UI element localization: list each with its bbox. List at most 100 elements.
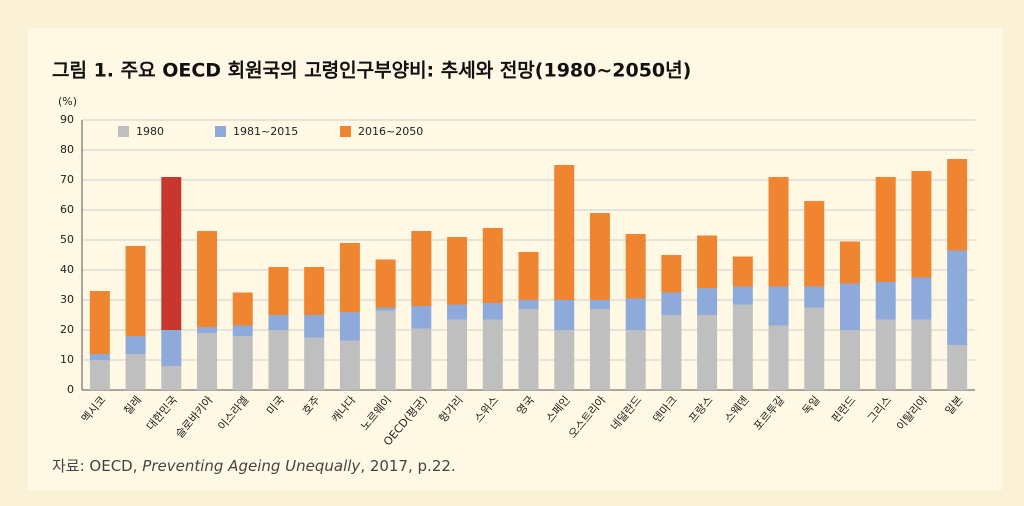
x-tick-label: 덴마크 xyxy=(650,394,679,426)
bar-segment xyxy=(197,231,218,327)
bar-segment xyxy=(339,340,360,390)
bar-segment xyxy=(768,177,789,287)
chart-title: 그림 1. 주요 OECD 회원국의 고령인구부양비: 추세와 전망(1980~… xyxy=(52,60,691,82)
bar-segment xyxy=(554,330,575,390)
x-tick-label: 독일 xyxy=(799,393,823,418)
bar-segment xyxy=(804,201,825,287)
legend-swatch xyxy=(118,126,129,137)
bar-segment xyxy=(661,315,682,390)
legend-swatch xyxy=(340,126,351,137)
bar-segment xyxy=(232,292,253,326)
y-tick-label: 90 xyxy=(60,113,74,126)
bar-segment xyxy=(161,177,182,330)
bar-segment xyxy=(589,309,610,390)
bar-segment xyxy=(947,250,968,345)
y-tick-label: 40 xyxy=(60,263,74,276)
x-tick-label: 프랑스 xyxy=(686,394,715,426)
x-tick-label: 그리스 xyxy=(865,394,894,426)
y-tick-label: 30 xyxy=(60,293,74,306)
bar-segment xyxy=(911,171,932,278)
x-tick-label: 일본 xyxy=(942,393,966,418)
bar-segment xyxy=(375,307,396,311)
bar-segment xyxy=(732,286,753,305)
bar-segment xyxy=(804,286,825,308)
bar-segment xyxy=(518,300,539,309)
bar-segment xyxy=(197,327,218,333)
x-tick-label: 이탈리아 xyxy=(894,394,930,433)
x-tick-label: 미국 xyxy=(264,394,287,418)
x-tick-label: 호주 xyxy=(300,394,323,418)
legend-label: 2016~2050 xyxy=(358,125,423,138)
bar-segment xyxy=(89,291,110,354)
x-tick-label: 스위스 xyxy=(472,394,501,426)
bar-segment xyxy=(875,282,896,320)
bar-segment xyxy=(732,304,753,390)
legend-label: 1981~2015 xyxy=(233,125,298,138)
bar-segment xyxy=(875,177,896,282)
bar-segment xyxy=(839,241,860,284)
x-tick-label: 캐나다 xyxy=(329,394,358,426)
bar-segment xyxy=(482,228,503,303)
bar-segment xyxy=(661,255,682,293)
bar-segment xyxy=(697,315,718,390)
bar-segment xyxy=(268,267,289,315)
y-tick-label: 70 xyxy=(60,173,74,186)
bar-segment xyxy=(411,306,432,329)
x-tick-label: 슬로바키아 xyxy=(173,394,215,441)
y-tick-label: 10 xyxy=(60,353,74,366)
bar-segment xyxy=(161,366,182,390)
source-title: Preventing Ageing Unequally xyxy=(142,457,361,475)
x-tick-label: 이스라엘 xyxy=(215,394,251,433)
x-tick-label: 포르투갈 xyxy=(750,393,787,433)
bar-segment xyxy=(589,213,610,300)
bar-segment xyxy=(625,330,646,390)
x-tick-label: 오스트리아 xyxy=(566,394,608,441)
bar-segment xyxy=(625,298,646,330)
x-tick-label: 스페인 xyxy=(543,394,572,426)
source: 자료: OECD, Preventing Ageing Unequally, 2… xyxy=(52,457,456,475)
x-tick-label: 대한민국 xyxy=(144,394,180,433)
bar-segment xyxy=(268,315,289,330)
bar-segment xyxy=(482,303,503,320)
bar-segment xyxy=(589,300,610,309)
bar-segment xyxy=(554,300,575,330)
bar-segment xyxy=(697,288,718,315)
y-tick-label: 60 xyxy=(60,203,74,216)
y-tick-label: 20 xyxy=(60,323,74,336)
bar-segment xyxy=(232,336,253,390)
bar-segment xyxy=(839,330,860,390)
source-prefix: 자료: OECD, xyxy=(52,457,142,475)
bar-segment xyxy=(625,234,646,299)
x-tick-label: 영국 xyxy=(514,394,537,418)
legend-label: 1980 xyxy=(136,125,164,138)
bar-segment xyxy=(411,231,432,306)
y-axis-label: (%) xyxy=(58,95,77,108)
bar-segment xyxy=(447,319,468,390)
bar-segment xyxy=(518,252,539,300)
x-tick-label: 네덜란드 xyxy=(608,394,644,433)
bar-segment xyxy=(375,259,396,308)
legend-swatch xyxy=(215,126,226,137)
bar-segment xyxy=(125,354,146,390)
x-tick-label: 스웨덴 xyxy=(722,394,751,426)
bar-segment xyxy=(697,235,718,288)
bar-segment xyxy=(768,286,789,326)
y-tick-label: 0 xyxy=(67,383,74,396)
x-tick-label: 칠레 xyxy=(121,394,144,418)
y-tick-label: 50 xyxy=(60,233,74,246)
bar-segment xyxy=(411,328,432,390)
bar-segment xyxy=(197,333,218,390)
bar-segment xyxy=(875,319,896,390)
bar-segment xyxy=(732,256,753,287)
bar-segment xyxy=(304,315,325,338)
bar-segment xyxy=(339,243,360,312)
bar-segment xyxy=(447,237,468,305)
y-tick-label: 80 xyxy=(60,143,74,156)
bar-segment xyxy=(89,360,110,390)
x-tick-label: 헝가리 xyxy=(436,394,465,426)
x-tick-label: 핀란드 xyxy=(829,394,858,426)
x-tick-label: 멕시코 xyxy=(79,394,108,426)
bar-segment xyxy=(804,307,825,390)
panel xyxy=(28,28,1002,490)
